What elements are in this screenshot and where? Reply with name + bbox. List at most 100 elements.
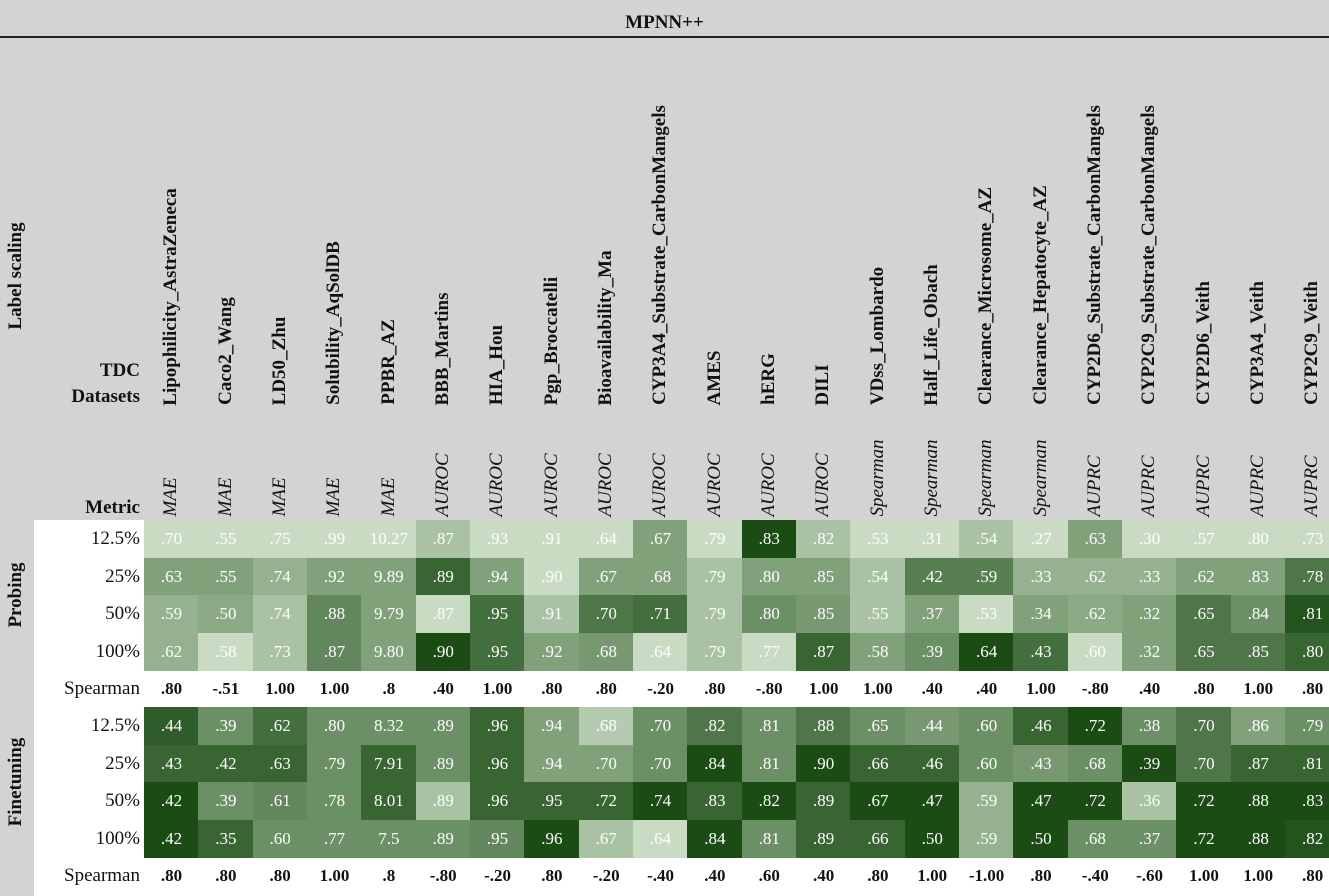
heatmap-cell: .82 [796,520,852,558]
metric-label: AUROC [594,452,616,517]
heatmap-cell: .81 [741,819,797,858]
spearman-cell: .80 [541,679,563,698]
spearman-label: Spearman [64,865,140,886]
metric-header: Metric [85,497,140,518]
heatmap-cell: .72 [1067,707,1123,745]
heatmap-cell: .63 [252,744,308,783]
heatmap-cell: .60 [252,819,308,858]
row-label: 25% [105,565,140,587]
heatmap-cell: .58 [198,632,254,671]
dataset-label: CYP3A4_Substrate_CarbonMangels [649,105,671,405]
heatmap-cell: 9.80 [361,632,417,671]
heatmap-cell: .47 [1013,782,1069,820]
heatmap-cell: .47 [904,782,960,820]
heatmap-cell: .74 [252,557,308,596]
heatmap-cell: .72 [578,782,634,820]
heatmap-cell: .79 [1285,707,1329,745]
spearman-cell: .40 [921,679,943,698]
heatmap-cell: .68 [1067,819,1123,858]
heatmap-cell: .53 [959,595,1015,633]
heatmap-cell: .89 [415,744,471,783]
spearman-label: Spearman [64,678,140,699]
heatmap-cell: .89 [415,782,471,820]
spearman-cell: .80 [704,679,726,698]
dataset-label: CYP3A4_Veith [1246,281,1268,405]
heatmap-cell: .70 [1176,707,1232,745]
heatmap-cell: .85 [796,595,852,633]
heatmap-cell: .79 [687,520,743,558]
heatmap-cell: .94 [524,707,580,745]
dataset-label: HIA_Hou [486,324,508,406]
metric-label: AUROC [540,452,562,517]
heatmap-cell: .99 [307,520,363,558]
heatmap-cell: .84 [1230,595,1286,633]
spearman-cell: 1.00 [1189,866,1219,885]
heatmap-cell: .57 [1176,520,1232,558]
heatmap-cell: .65 [1176,632,1232,671]
heatmap-cell: .94 [524,744,580,783]
spearman-cell: 1.00 [482,679,513,698]
heatmap-cell: .60 [959,707,1015,745]
heatmap-cell: .38 [1122,707,1178,745]
dataset-label: Pgp_Broccatelli [540,276,562,406]
heatmap-cell: .95 [470,595,526,633]
label-scaling-header: Label scaling [5,222,26,330]
heatmap-cell: .85 [796,557,852,596]
heatmap-cell: .64 [959,632,1015,671]
heatmap-cell: .39 [198,782,254,820]
heatmap-cell: .95 [524,782,580,820]
heatmap-cell: .84 [687,744,743,783]
tdc-datasets-header: TDC Datasets [71,360,140,407]
heatmap-cell: .46 [904,744,960,783]
row-label: 12.5% [90,528,140,549]
heatmap-cell: .72 [1176,819,1232,858]
spearman-cell: .8 [382,866,396,885]
heatmap-cell: .33 [1122,557,1178,596]
spearman-cell: 1.00 [319,679,350,698]
spearman-cell: .80 [1030,866,1052,885]
heatmap-cell: .68 [633,557,689,596]
heatmap-cell: .50 [904,819,960,858]
heatmap-cell: .42 [198,744,254,783]
heatmap-cell: .43 [1013,632,1069,671]
spearman-cell: -.80 [429,866,457,885]
heatmap-cell: .70 [144,520,199,558]
heatmap-cell: .34 [1013,595,1069,633]
heatmap-cell: .43 [144,744,199,783]
heatmap-cell: .89 [796,819,852,858]
heatmap-cell: .32 [1122,632,1178,671]
heatmap-cell: .59 [959,819,1015,858]
heatmap-cell: 9.79 [361,595,417,633]
spearman-cell: .80 [1302,866,1324,885]
metric-label: AUROC [486,452,508,517]
heatmap-cell: .42 [144,782,199,820]
heatmap-cell: .61 [252,782,308,820]
dataset-label: CYP2D6_Veith [1192,281,1214,405]
heatmap-cell: .72 [1067,782,1123,820]
heatmap-cell: .85 [1230,632,1286,671]
metric-label: Spearman [1029,438,1051,517]
heatmap-cell: .79 [687,595,743,633]
spearman-cell: 1.00 [917,866,948,885]
spearman-cell: .8 [382,679,396,698]
group-label-probing: Probing [5,562,26,628]
dataset-label: Bioavailability_Ma [594,249,616,406]
spearman-cell: 1.00 [1243,679,1274,698]
heatmap-cell: .79 [307,744,363,783]
heatmap-cell: .66 [850,819,906,858]
heatmap-cell: .88 [1230,819,1286,858]
heatmap-cell: .88 [1230,782,1286,820]
heatmap-cell: .84 [687,819,743,858]
heatmap-cell: .82 [741,782,797,820]
metric-label: AUPRC [1301,454,1323,517]
heatmap-cell: 7.91 [361,744,417,783]
heatmap-cell: .89 [796,782,852,820]
heatmap-cell: .70 [633,707,689,745]
heatmap-cell: .91 [524,520,580,558]
heatmap-cell: .87 [1230,744,1286,783]
heatmap-cell: 10.27 [361,520,417,558]
heatmap-cell: .81 [1285,744,1329,783]
heatmap-cell: .31 [904,520,960,558]
heatmap-cell: .90 [415,632,471,671]
heatmap-cell: .36 [1122,782,1178,820]
